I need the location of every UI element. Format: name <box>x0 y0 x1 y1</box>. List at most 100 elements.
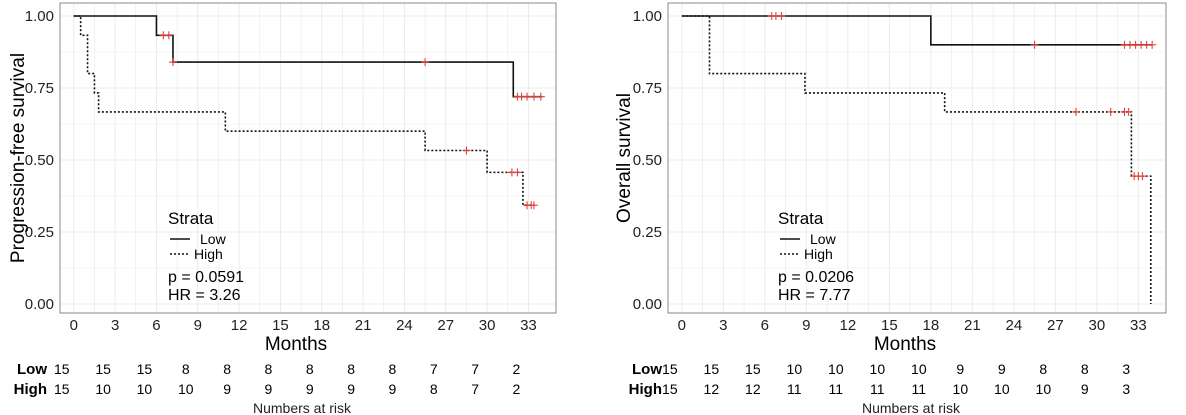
os-x-tick-label: 18 <box>922 317 939 334</box>
pfs-risk-value: 15 <box>95 361 111 377</box>
os-risk-row-label-high: High <box>629 381 662 398</box>
pfs-risk-value: 7 <box>471 381 479 397</box>
pfs-chart: 0.00 0.25 0.50 0.75 1.00 0 3 6 9 12 15 1… <box>8 2 557 415</box>
pfs-risk-value: 2 <box>513 381 521 397</box>
pfs-risk-value: 9 <box>347 381 355 397</box>
pfs-x-tick-label: 24 <box>396 317 413 334</box>
pfs-y-ticks: 0.00 0.25 0.50 0.75 1.00 <box>25 8 54 313</box>
os-x-tick-label: 6 <box>761 317 769 334</box>
censor-mark-low <box>164 31 173 40</box>
os-legend-label-low: Low <box>810 231 837 247</box>
pfs-x-tick-label: 15 <box>272 317 289 334</box>
censor-mark-low <box>1030 40 1039 49</box>
pfs-x-tick-label: 33 <box>520 317 537 334</box>
pfs-legend-title: Strata <box>168 209 214 228</box>
pfs-risk-value: 7 <box>430 361 438 377</box>
censor-mark-low <box>168 58 177 67</box>
pfs-risk-table: Low High 15 15 15 8 8 8 8 8 8 7 7 2 15 1… <box>14 361 521 415</box>
os-legend-title: Strata <box>778 209 824 228</box>
pfs-risk-value: 15 <box>137 361 153 377</box>
pfs-y-axis-title: Progression-free survival <box>8 53 29 263</box>
pfs-risk-value: 9 <box>389 381 397 397</box>
os-x-tick-label: 27 <box>1047 317 1064 334</box>
pfs-risk-value: 15 <box>54 361 70 377</box>
os-x-ticks: 0 3 6 9 12 15 18 21 24 27 30 33 <box>678 317 1147 334</box>
os-x-tick-label: 15 <box>881 317 898 334</box>
pfs-risk-row-low: 15 15 15 8 8 8 8 8 8 7 7 2 <box>54 361 521 377</box>
pfs-curve-low <box>73 15 543 98</box>
os-y-tick-label: 1.00 <box>633 8 662 25</box>
os-risk-value: 10 <box>1036 381 1052 397</box>
os-y-ticks: 0.00 0.25 0.50 0.75 1.00 <box>633 8 662 313</box>
pfs-y-tick-label: 0.25 <box>25 224 54 241</box>
os-y-tick-label: 0.00 <box>633 296 662 313</box>
os-y-axis-title: Overall survival <box>614 93 635 223</box>
os-x-tick-label: 9 <box>802 317 810 334</box>
pfs-x-ticks: 0 3 6 9 12 15 18 21 24 27 30 33 <box>70 317 537 334</box>
pfs-risk-value: 9 <box>223 381 231 397</box>
pfs-risk-value: 2 <box>513 361 521 377</box>
censor-mark-low <box>536 92 545 101</box>
os-risk-value: 15 <box>662 381 678 397</box>
os-risk-value: 9 <box>956 361 964 377</box>
os-x-axis-title: Months <box>874 334 936 355</box>
os-hazard-ratio: HR = 7.77 <box>778 287 851 304</box>
censor-mark-high <box>1106 107 1115 116</box>
censor-mark-high <box>513 168 522 177</box>
os-risk-value: 11 <box>870 381 885 397</box>
censor-mark-high <box>462 146 471 155</box>
pfs-risk-value: 9 <box>306 381 314 397</box>
pfs-x-tick-label: 27 <box>437 317 454 334</box>
pfs-risk-value: 8 <box>306 361 314 377</box>
os-risk-value: 9 <box>1081 381 1089 397</box>
os-risk-value: 3 <box>1122 361 1130 377</box>
pfs-survival-curves <box>73 15 543 207</box>
pfs-risk-value: 8 <box>223 361 231 377</box>
os-x-tick-label: 0 <box>678 317 686 334</box>
pfs-risk-value: 8 <box>182 361 190 377</box>
pfs-x-tick-label: 18 <box>313 317 330 334</box>
os-p-value: p = 0.0206 <box>778 269 854 286</box>
pfs-risk-value: 10 <box>178 381 194 397</box>
os-risk-row-low: 15 15 15 10 10 10 10 9 9 8 8 3 <box>662 361 1130 377</box>
os-x-tick-label: 21 <box>964 317 981 334</box>
pfs-risk-value: 10 <box>137 381 153 397</box>
pfs-legend-label-low: Low <box>200 231 227 247</box>
pfs-risk-row-label-low: Low <box>17 361 47 378</box>
censor-mark-high <box>1138 172 1147 181</box>
os-risk-value: 15 <box>704 361 720 377</box>
os-risk-row-high: 15 12 12 11 11 11 11 10 10 10 9 3 <box>662 381 1130 397</box>
pfs-curve-high <box>73 15 536 207</box>
os-x-tick-label: 24 <box>1005 317 1022 334</box>
os-y-tick-label: 0.25 <box>633 224 662 241</box>
censor-mark-low <box>529 92 538 101</box>
os-risk-value: 10 <box>953 381 969 397</box>
os-x-tick-label: 3 <box>719 317 727 334</box>
pfs-censor-marks <box>159 31 545 210</box>
pfs-y-tick-label: 1.00 <box>25 8 54 25</box>
os-risk-value: 10 <box>787 361 803 377</box>
os-y-tick-label: 0.75 <box>633 80 662 97</box>
pfs-x-tick-label: 21 <box>355 317 372 334</box>
pfs-risk-value: 7 <box>471 361 479 377</box>
censor-mark-low <box>1148 40 1157 49</box>
pfs-risk-value: 9 <box>265 381 273 397</box>
pfs-x-tick-label: 12 <box>231 317 248 334</box>
pfs-x-axis-title: Months <box>265 334 327 355</box>
os-risk-value: 11 <box>829 381 844 397</box>
censor-mark-high <box>1124 107 1133 116</box>
pfs-x-tick-label: 9 <box>194 317 202 334</box>
os-risk-value: 15 <box>745 361 761 377</box>
os-gridlines <box>668 3 1166 313</box>
pfs-x-tick-label: 3 <box>111 317 119 334</box>
os-risk-value: 12 <box>704 381 720 397</box>
censor-mark-low <box>777 12 786 20</box>
os-risk-table-title: Numbers at risk <box>862 400 961 415</box>
pfs-hazard-ratio: HR = 3.26 <box>168 287 241 304</box>
pfs-legend-label-high: High <box>194 246 223 262</box>
pfs-x-tick-label: 0 <box>70 317 78 334</box>
os-risk-value: 10 <box>911 361 927 377</box>
pfs-risk-row-high: 15 10 10 10 9 9 9 9 9 8 7 2 <box>54 381 521 397</box>
os-risk-value: 10 <box>870 361 886 377</box>
